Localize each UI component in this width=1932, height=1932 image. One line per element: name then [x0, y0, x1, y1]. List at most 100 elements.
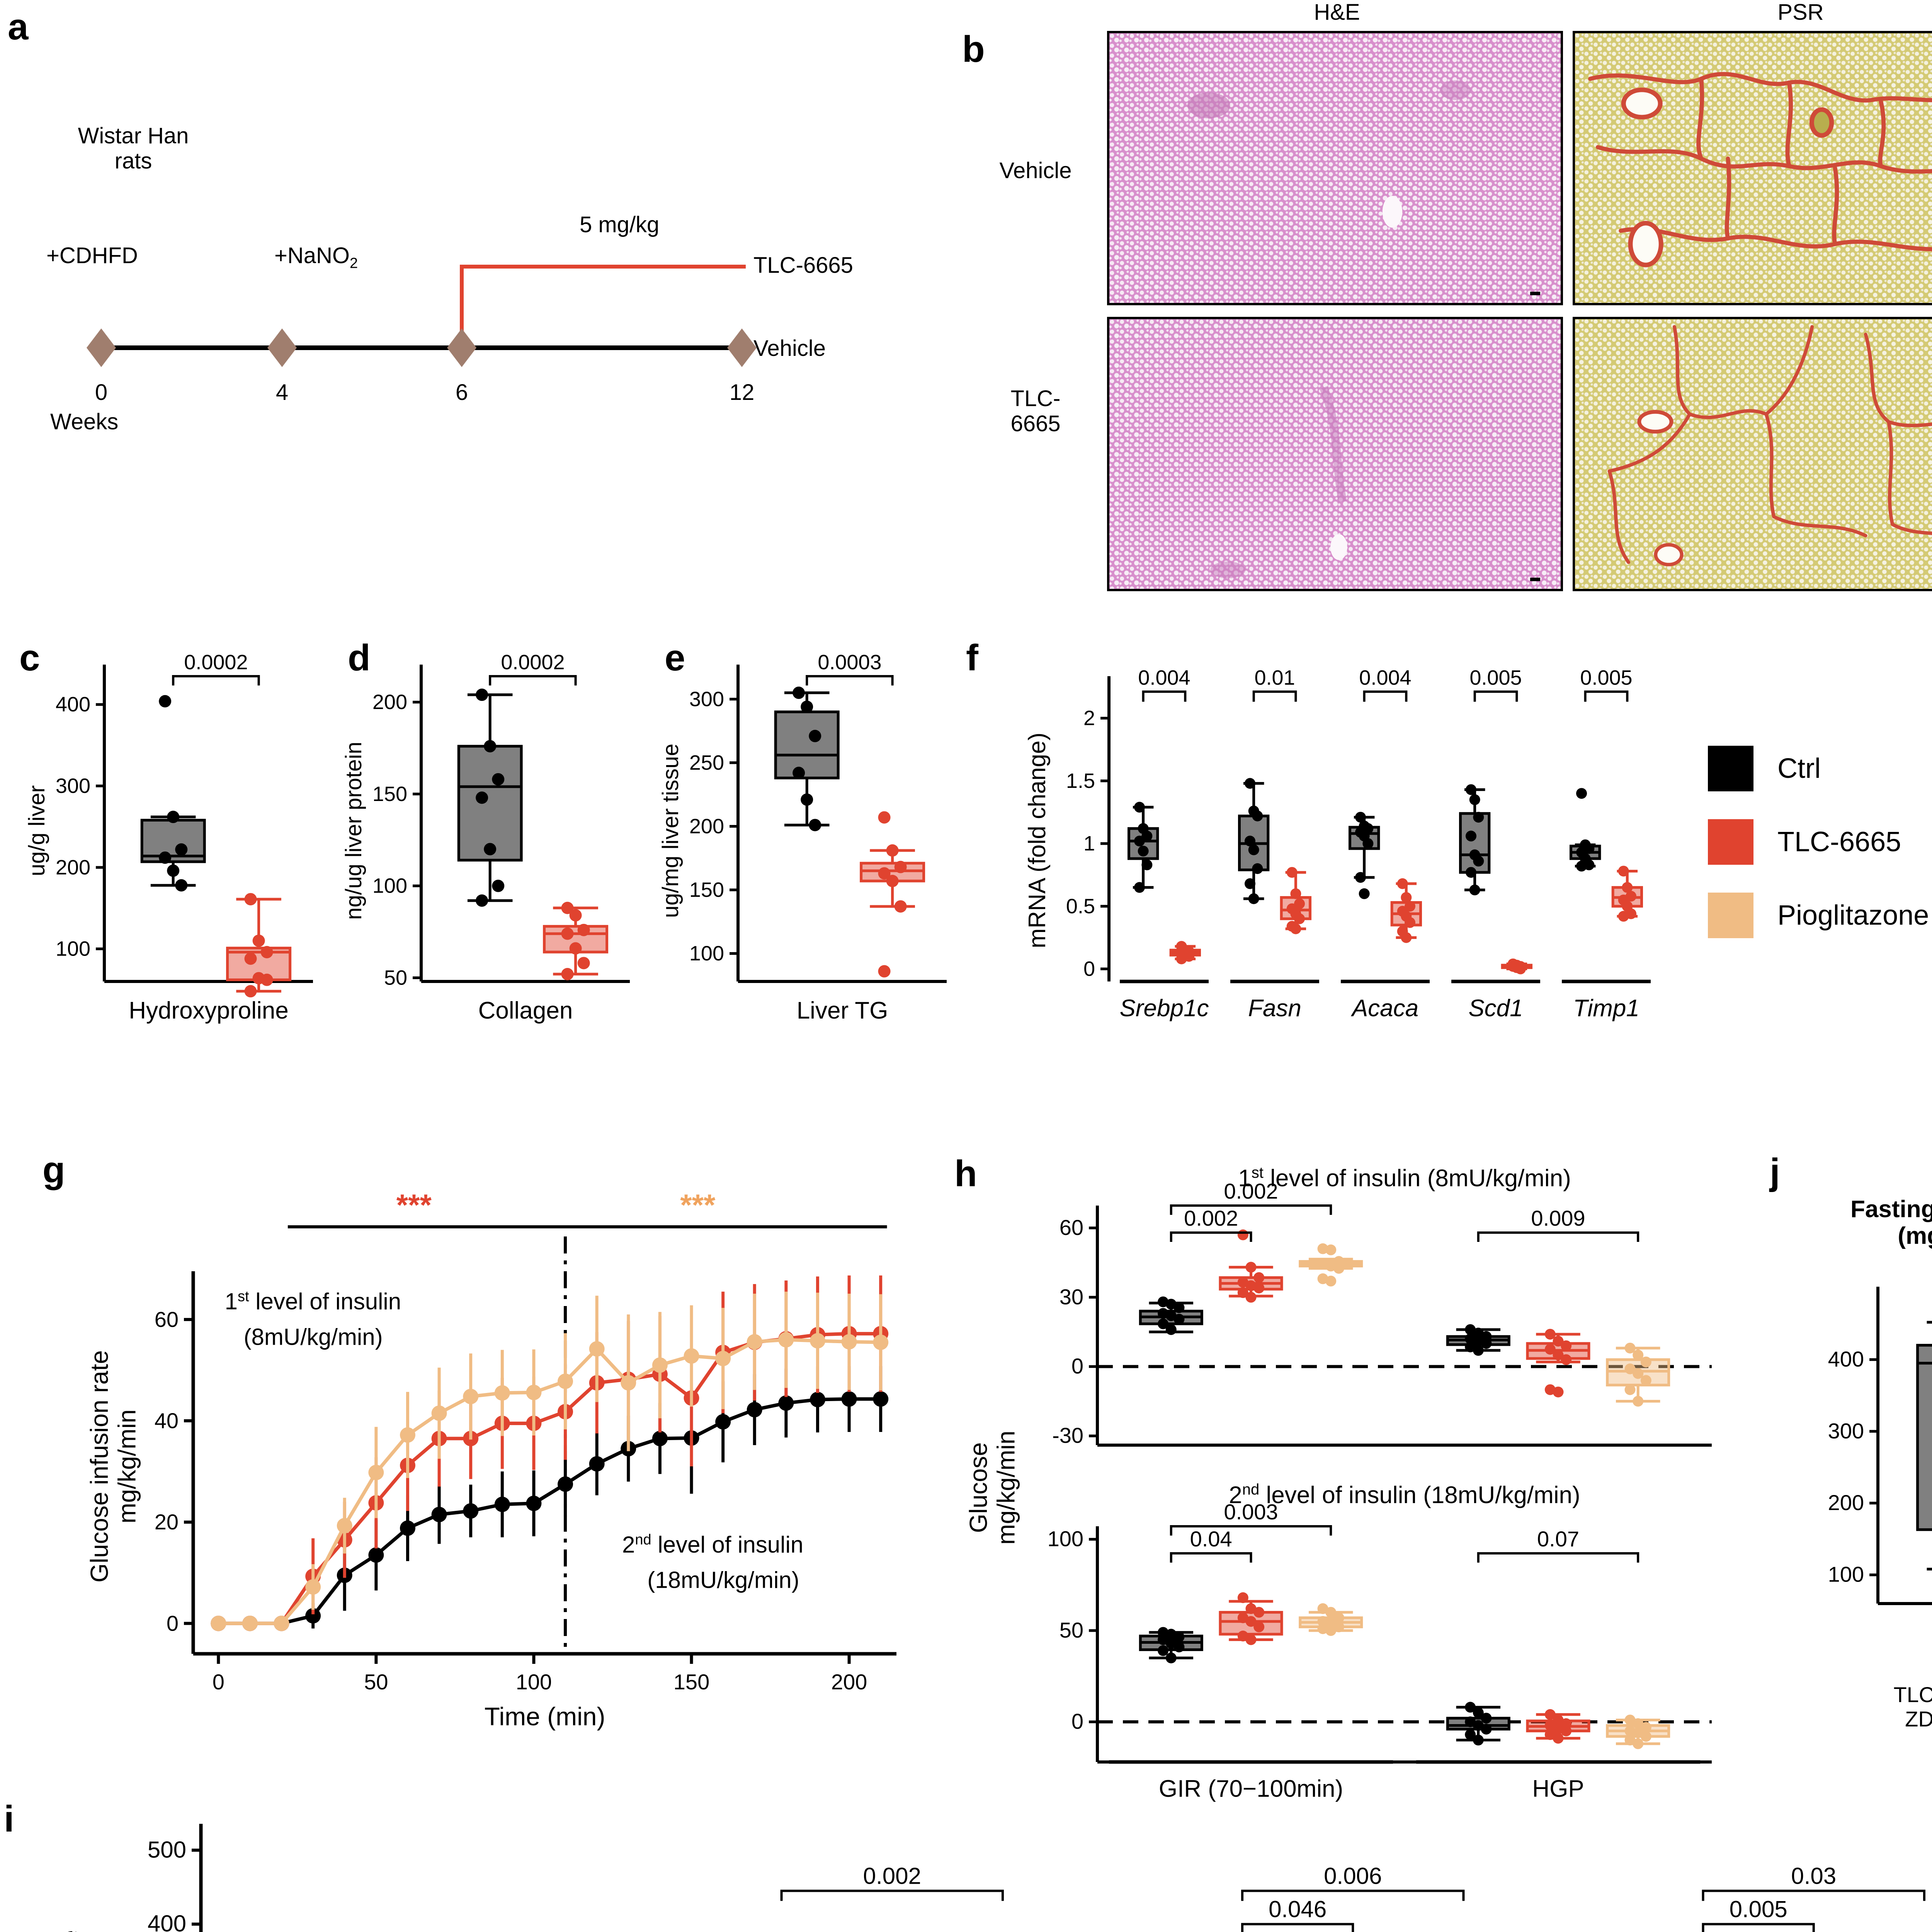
svg-text:0.003: 0.003: [1224, 1500, 1278, 1524]
svg-text:0.004: 0.004: [1138, 666, 1190, 689]
svg-text:400: 400: [148, 1911, 186, 1932]
svg-text:50: 50: [1060, 1618, 1083, 1642]
svg-text:***: ***: [396, 1188, 432, 1222]
svg-text:400: 400: [56, 693, 90, 716]
svg-text:0.046: 0.046: [1269, 1896, 1327, 1922]
svg-text:1st level of insulin: 1st level of insulin: [225, 1289, 401, 1315]
panel-j-label: j: [1770, 1151, 1780, 1192]
svg-text:0.002: 0.002: [863, 1863, 921, 1889]
panel-a-label: a: [8, 6, 29, 48]
panel-b-header-hne: H&E: [1314, 0, 1360, 25]
svg-text:ng/ug liver protein: ng/ug liver protein: [341, 742, 366, 920]
panel-b-label: b: [962, 29, 985, 70]
legend-item-tlc6665: TLC-6665: [1708, 819, 1929, 865]
legend-item-ctrl: Ctrl: [1708, 746, 1929, 791]
svg-text:150: 150: [372, 782, 407, 806]
legend-swatch-ctrl: [1708, 746, 1753, 791]
svg-text:0.002: 0.002: [1224, 1179, 1278, 1203]
panel-g-chart: 0 20 40 60 0 50 100 150 200 *** *** 1st level of in…: [85, 1188, 896, 1731]
histology-psr-tlc6665: [1573, 317, 1932, 591]
histology-hne-tlc6665: [1107, 317, 1563, 591]
svg-text:2nd level of insulin: 2nd level of insulin: [622, 1532, 803, 1558]
panel-a-agent-label: +NaNO2: [274, 243, 358, 272]
svg-text:2: 2: [1083, 707, 1095, 730]
svg-text:0: 0: [1071, 1354, 1083, 1378]
svg-text:100: 100: [516, 1670, 552, 1694]
svg-text:0.04: 0.04: [1190, 1527, 1232, 1551]
legend-swatch-tlc6665: [1708, 819, 1753, 865]
svg-text:12: 12: [730, 380, 755, 405]
svg-text:1.5: 1.5: [1066, 769, 1095, 793]
svg-text:0.01: 0.01: [1254, 666, 1295, 689]
panel-a-species: Wistar Han rats: [78, 123, 189, 173]
svg-text:0.009: 0.009: [1531, 1206, 1585, 1230]
legend: Ctrl TLC-6665 Pioglitazone: [1708, 746, 1929, 938]
panel-b-row-label-tlc: TLC- 6665: [1010, 386, 1061, 436]
svg-text:50: 50: [364, 1670, 388, 1694]
panel-h-label: h: [954, 1153, 977, 1194]
svg-text:100: 100: [1048, 1527, 1083, 1551]
svg-text:30: 30: [1060, 1284, 1083, 1309]
legend-label-pioglitazone: Pioglitazone: [1777, 900, 1929, 931]
svg-text:0: 0: [167, 1611, 179, 1635]
svg-text:300: 300: [1828, 1418, 1864, 1443]
panel-j-title: Fasting glucose (mg/dL): [1850, 1196, 1932, 1250]
panel-j-footer: TLC-2716 ZDF rat: [1893, 1682, 1932, 1731]
panel-i-chart: 0100200300400500iWATVastus lateralis0.00…: [56, 1824, 1925, 1932]
panel-a-drug-label: TLC-6665: [753, 253, 853, 278]
svg-text:Acaca: Acaca: [1350, 995, 1418, 1022]
legend-label-ctrl: Ctrl: [1777, 753, 1821, 784]
svg-text:Glucosemg/kg/min: Glucosemg/kg/min: [964, 1430, 1020, 1544]
scale-bar-hne-tlc6665: [1530, 578, 1540, 581]
svg-text:0.005: 0.005: [1469, 666, 1522, 689]
svg-text:Glucose infusion ratemg/kg/min: Glucose infusion ratemg/kg/min: [85, 1350, 141, 1582]
svg-text:200: 200: [1828, 1490, 1864, 1515]
panel-i-label: i: [4, 1798, 14, 1840]
svg-text:0.03: 0.03: [1791, 1863, 1836, 1889]
svg-text:40: 40: [155, 1408, 179, 1433]
svg-text:250: 250: [689, 751, 724, 774]
svg-text:100: 100: [56, 937, 90, 961]
svg-text:100: 100: [372, 874, 407, 898]
panel-a-timeline: 0 4 6 12: [87, 265, 757, 405]
svg-text:6: 6: [456, 380, 468, 405]
svg-text:1: 1: [1083, 832, 1095, 855]
svg-text:Fasn: Fasn: [1248, 995, 1301, 1022]
svg-text:0.005: 0.005: [1580, 666, 1632, 689]
svg-text:0.5: 0.5: [1066, 895, 1095, 918]
svg-text:ug/mg liver tissue: ug/mg liver tissue: [658, 743, 683, 918]
svg-text:0.0003: 0.0003: [818, 651, 881, 674]
svg-text:2nd level of insulin (18mU/kg/: 2nd level of insulin (18mU/kg/min): [1229, 1481, 1580, 1509]
panel-e-chart: 100 150 200 250 300 0.0003 ug/mg liver tissue L…: [658, 651, 947, 1024]
svg-text:100: 100: [689, 942, 724, 965]
panel-c-label: c: [19, 637, 40, 679]
svg-text:(8mU/kg/min): (8mU/kg/min): [244, 1324, 383, 1350]
svg-text:300: 300: [56, 774, 90, 798]
svg-text:HGP: HGP: [1532, 1776, 1584, 1802]
panel-e-label: e: [665, 637, 685, 679]
svg-text:Glucose infusion rateng/mg.min: Glucose infusion rateng/mg.min: [56, 1930, 113, 1932]
svg-text:0.005: 0.005: [1730, 1896, 1787, 1922]
svg-text:Collagen: Collagen: [478, 997, 573, 1024]
svg-text:mRNA (fold change): mRNA (fold change): [1024, 733, 1051, 948]
histology-hne-vehicle: [1107, 31, 1563, 305]
svg-text:GIR (70−100min): GIR (70−100min): [1159, 1776, 1343, 1802]
panel-d-label: d: [348, 637, 371, 679]
svg-text:100: 100: [1828, 1562, 1864, 1587]
svg-text:300: 300: [689, 687, 724, 711]
svg-text:1st level of insulin (8mU/kg/m: 1st level of insulin (8mU/kg/min): [1238, 1164, 1571, 1192]
svg-text:200: 200: [689, 815, 724, 838]
panel-c-chart: 100 200 300 400 0.0002 ug/g liver Hydroxyproli…: [24, 651, 313, 1024]
svg-text:Hydroxyproline: Hydroxyproline: [129, 997, 289, 1024]
panel-h-chart: -30 0 30 60 0.002 0.002 0.009 1st level of insu…: [964, 1164, 1712, 1802]
svg-text:Timp1: Timp1: [1573, 995, 1639, 1022]
svg-text:(18mU/kg/min): (18mU/kg/min): [647, 1567, 799, 1593]
panel-f-label: f: [966, 637, 978, 679]
svg-text:50: 50: [384, 966, 407, 989]
svg-text:-30: -30: [1052, 1423, 1083, 1447]
legend-item-pioglitazone: Pioglitazone: [1708, 893, 1929, 938]
svg-text:400: 400: [1828, 1347, 1864, 1371]
legend-swatch-pioglitazone: [1708, 893, 1753, 938]
legend-label-tlc6665: TLC-6665: [1777, 827, 1901, 857]
svg-text:0.0002: 0.0002: [501, 651, 565, 674]
